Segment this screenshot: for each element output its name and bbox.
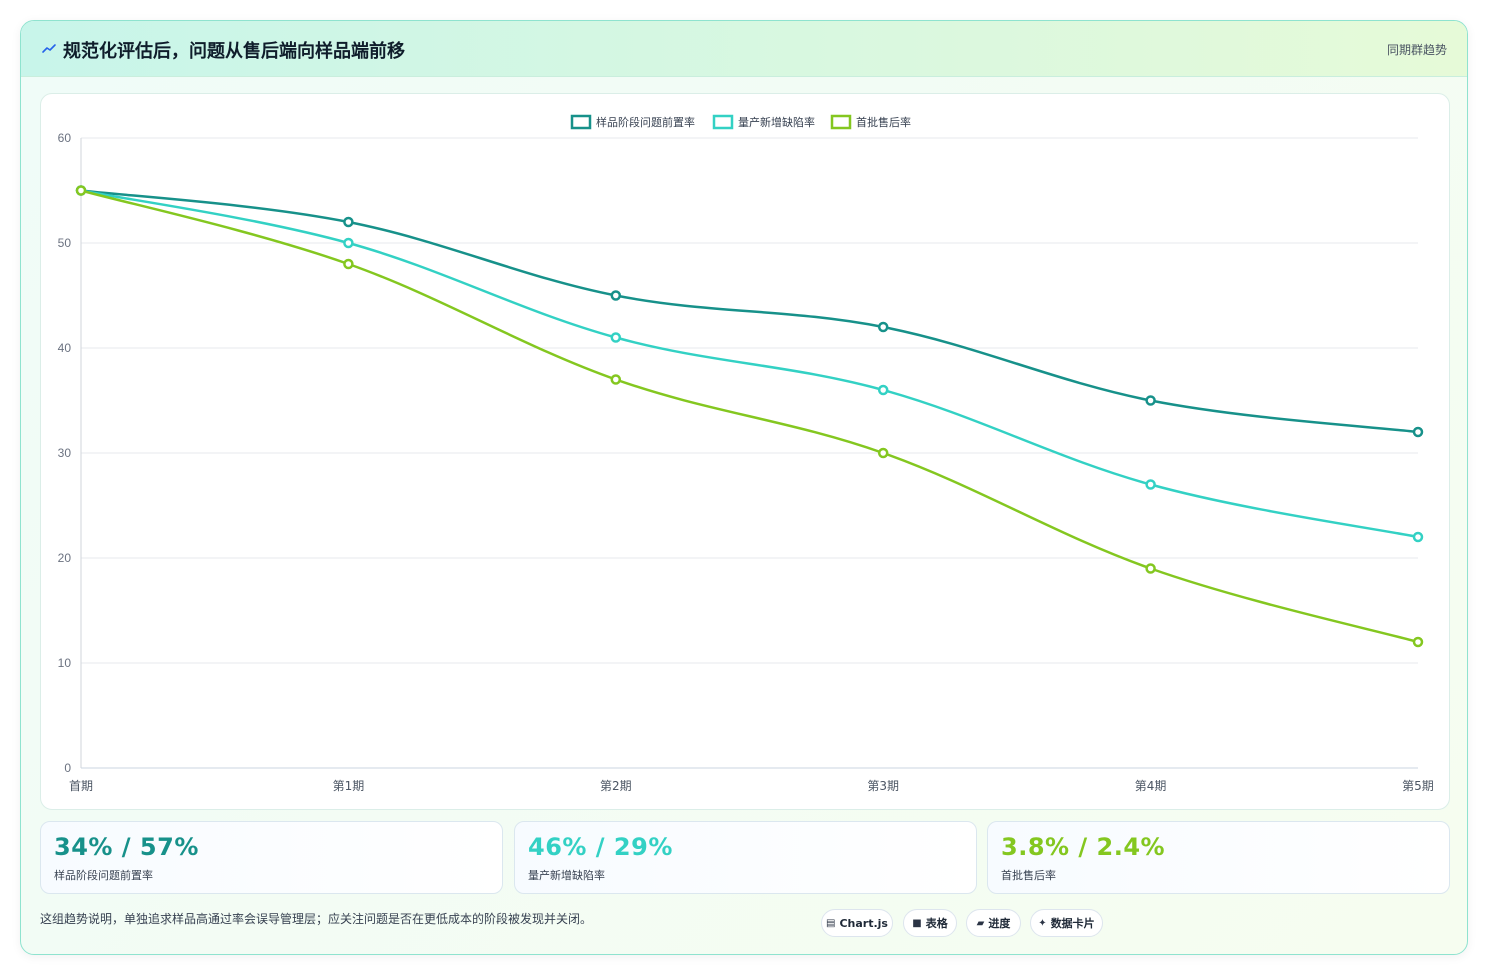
legend-item: 量产新增缺陷率	[712, 114, 815, 130]
header-badge: 同期群趋势	[1386, 43, 1447, 57]
tag-label: 进度	[988, 917, 1011, 930]
trend-note: 这组趋势说明，单独追求样品高通过率会误导管理层；应关注问题是否在更低成本的阶段被…	[40, 912, 593, 926]
legend-swatch	[830, 114, 852, 130]
data-point	[1412, 531, 1424, 543]
table-icon: ■	[912, 917, 922, 929]
x-tick-label: 第2期	[600, 779, 632, 793]
series-line	[80, 189, 1419, 434]
chart-icon: ▤	[826, 917, 836, 929]
data-point	[610, 374, 622, 385]
data-point	[1145, 563, 1156, 574]
y-tick-label: 0	[64, 761, 71, 775]
dashboard-card: 规范化评估后，问题从售后端向样品端前移 同期群趋势 0 10 20 30 40 50 60 首…	[20, 20, 1468, 955]
data-point	[877, 384, 889, 396]
tag-label: 表格	[925, 917, 948, 930]
data-point	[877, 321, 889, 333]
x-tick-label: 第4期	[1135, 779, 1167, 793]
data-point	[343, 258, 354, 270]
chart-panel: 0 10 20 30 40 50 60 首期 第1期 第2期 第3期 第4期 第5期 样品阶段问题前置率 量…	[40, 93, 1450, 810]
tag-label: Chart.js	[839, 916, 888, 930]
tag-progress[interactable]: ▰ 进度	[966, 909, 1021, 937]
sparkle-icon: ✦	[1038, 917, 1047, 929]
y-tick-label: 50	[58, 236, 72, 250]
data-point	[1412, 636, 1424, 648]
x-tick-label: 第5期	[1402, 779, 1434, 793]
card-header: 规范化评估后，问题从售后端向样品端前移 同期群趋势	[21, 21, 1467, 77]
y-tick-label: 30	[58, 446, 72, 460]
data-point	[610, 290, 622, 301]
legend-swatch	[570, 114, 592, 130]
tag-chartjs[interactable]: ▤ Chart.js	[821, 909, 893, 937]
legend-swatch	[712, 114, 734, 130]
stat-label: 样品阶段问题前置率	[54, 869, 153, 882]
stat-card-sample: 34% / 57% 样品阶段问题前置率	[40, 821, 503, 894]
y-tick-label: 10	[58, 656, 72, 670]
stat-card-aftersales: 3.8% / 2.4% 首批售后率	[987, 821, 1450, 894]
page-title: 规范化评估后，问题从售后端向样品端前移	[63, 41, 405, 62]
legend-label: 首批售后率	[856, 115, 911, 129]
series-line	[80, 189, 1419, 644]
stat-label: 首批售后率	[1001, 869, 1056, 882]
legend-label: 量产新增缺陷率	[738, 115, 815, 129]
stat-value: 34% / 57%	[54, 833, 199, 861]
tag-table[interactable]: ■ 表格	[903, 909, 957, 937]
tag-data-card[interactable]: ✦ 数据卡片	[1030, 909, 1103, 937]
progress-icon: ▰	[976, 917, 985, 929]
legend-item: 样品阶段问题前置率	[570, 114, 695, 130]
data-point	[877, 447, 889, 459]
stat-value: 46% / 29%	[528, 833, 673, 861]
data-point	[610, 332, 622, 343]
y-tick-label: 60	[58, 131, 72, 145]
stat-label: 量产新增缺陷率	[528, 869, 605, 882]
data-point	[1145, 395, 1156, 406]
stat-card-defect: 46% / 29% 量产新增缺陷率	[514, 821, 977, 894]
tag-label: 数据卡片	[1050, 917, 1095, 930]
x-tick-label: 首期	[69, 779, 93, 793]
legend-label: 样品阶段问题前置率	[596, 115, 695, 129]
trend-icon	[42, 44, 56, 53]
y-tick-label: 40	[58, 341, 72, 355]
stat-value: 3.8% / 2.4%	[1001, 833, 1166, 861]
y-tick-label: 20	[58, 551, 72, 565]
data-point	[75, 185, 87, 196]
x-tick-label: 第1期	[333, 779, 365, 793]
data-point	[1412, 426, 1424, 438]
legend-item: 首批售后率	[830, 114, 911, 130]
data-point	[1145, 479, 1156, 490]
series-line	[80, 189, 1419, 539]
x-tick-label: 第3期	[867, 779, 899, 793]
line-chart: 0 10 20 30 40 50 60 首期 第1期 第2期 第3期 第4期 第5期 样品阶段问题前置率 量…	[58, 114, 1434, 793]
data-point	[343, 237, 354, 249]
data-point	[343, 216, 354, 228]
